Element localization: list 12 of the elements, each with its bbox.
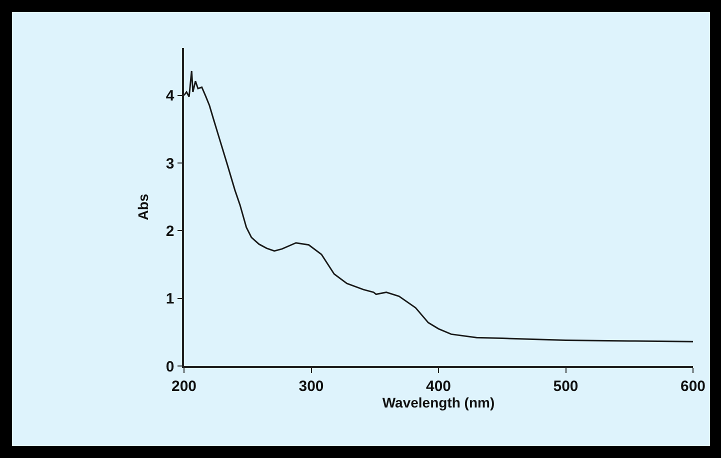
- x-tick-label: 300: [298, 378, 324, 395]
- y-tick-label: 4: [166, 88, 175, 105]
- y-tick-label: 1: [166, 290, 174, 308]
- x-tick-label: 600: [680, 378, 706, 395]
- x-tick-label: 500: [553, 378, 578, 395]
- x-tick-label: 400: [426, 378, 452, 395]
- y-tick-label: 0: [166, 358, 174, 376]
- y-tick-label: 3: [166, 155, 174, 172]
- y-axis-title: Abs: [135, 194, 152, 220]
- x-tick-label: 200: [171, 378, 197, 395]
- y-tick-label: 2: [166, 222, 174, 240]
- x-axis-title: Wavelength (nm): [382, 394, 495, 411]
